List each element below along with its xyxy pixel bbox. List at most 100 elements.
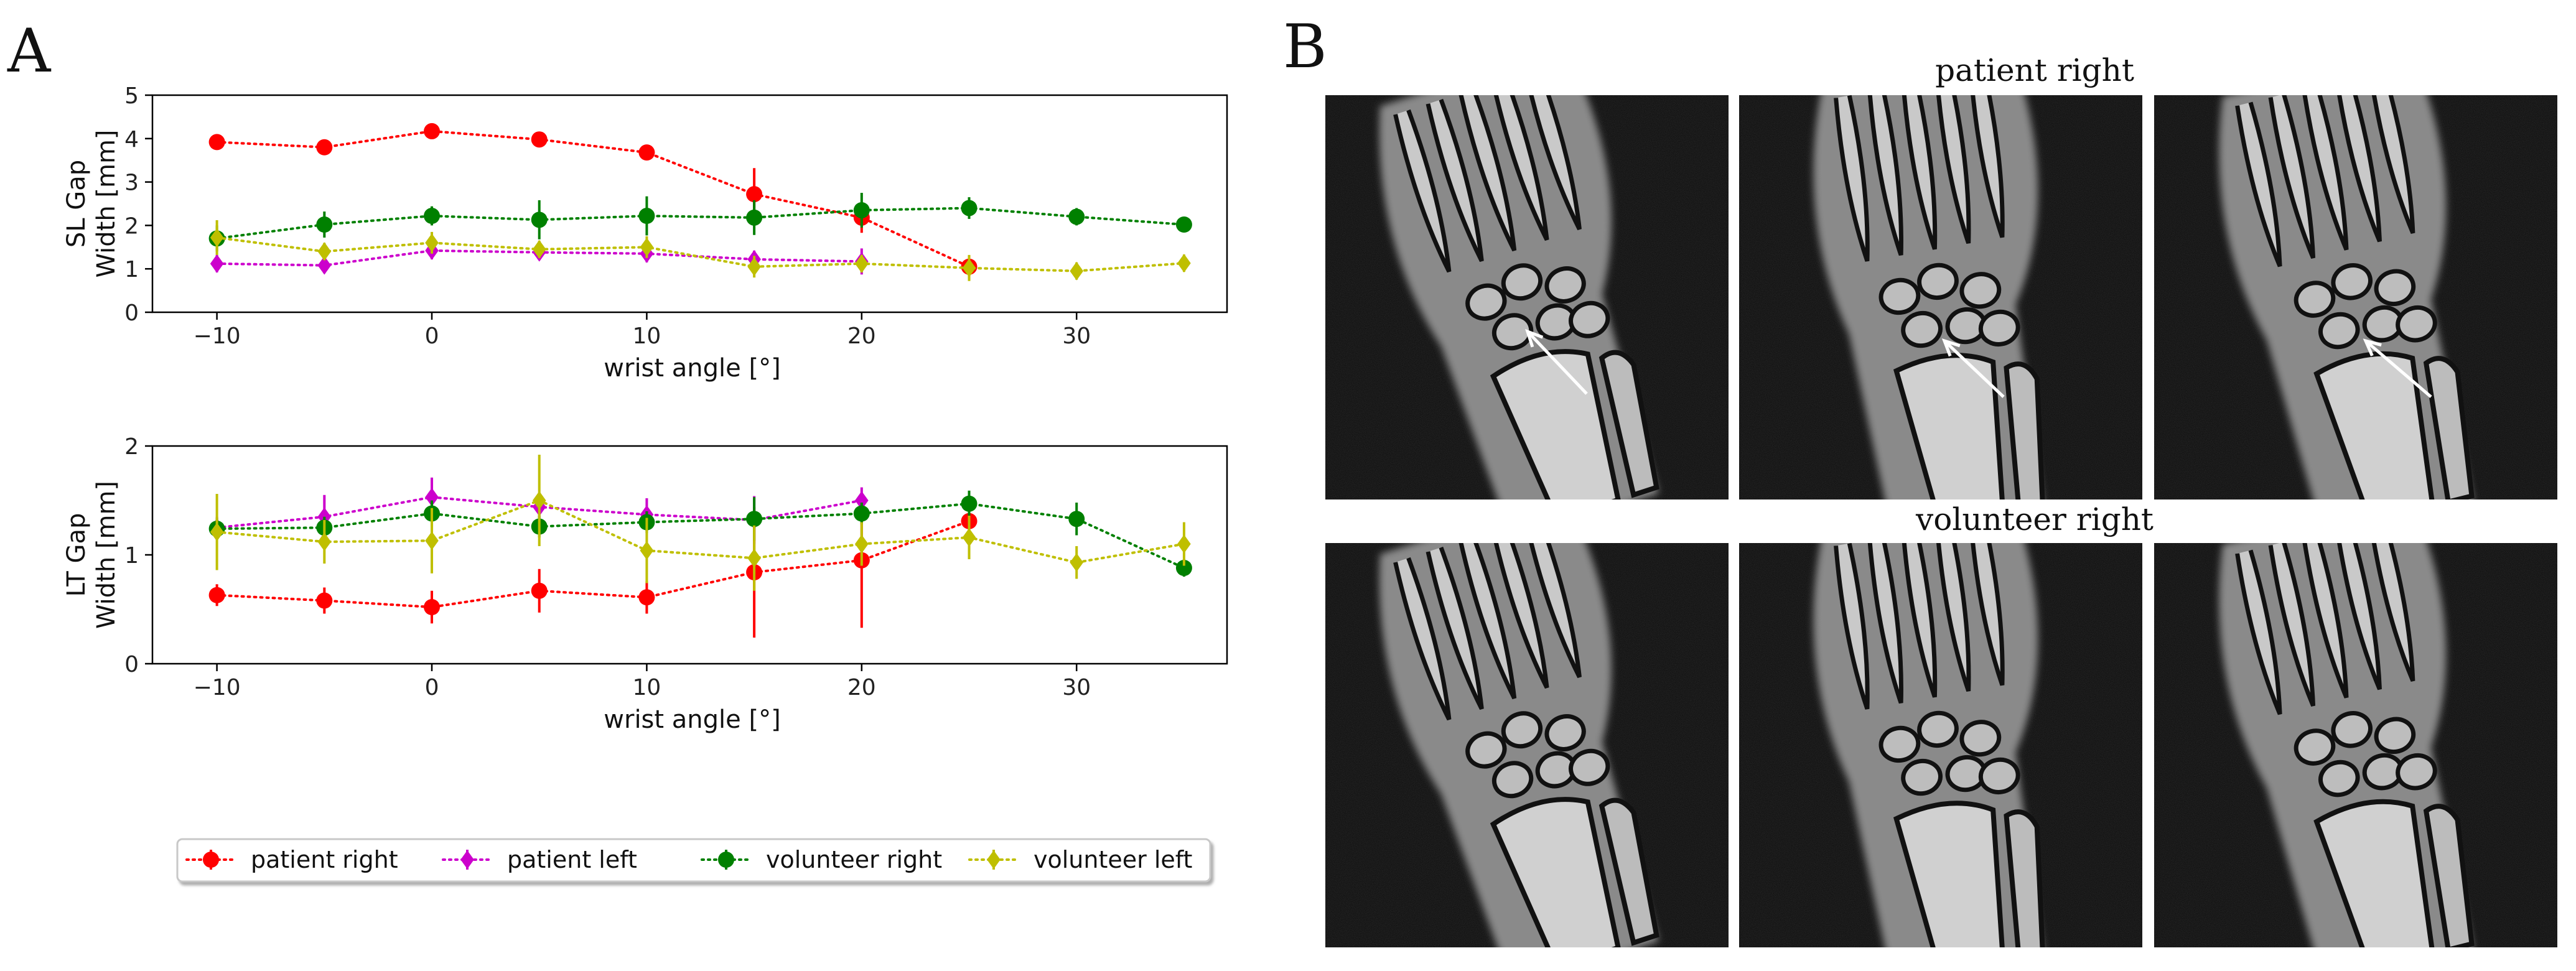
data-point <box>316 592 333 609</box>
series-volunteer-left <box>210 455 1191 591</box>
data-point <box>208 134 225 151</box>
data-point <box>316 139 333 156</box>
data-point <box>853 505 870 522</box>
legend-swatch-marker <box>203 852 219 868</box>
legend-swatch-marker <box>718 852 734 868</box>
data-point <box>640 541 654 560</box>
sl-gap-chart: −10 0 10 20 30 0 1 2 3 4 5 wrist angle [°] SL GapWid… <box>62 83 1228 383</box>
legend-item-volunteer-right: volunteer right <box>701 846 942 873</box>
mri-image-grid <box>1325 95 2557 947</box>
pointer-arrow-head <box>1525 328 1544 348</box>
data-point <box>746 186 763 203</box>
data-point <box>962 528 976 547</box>
data-point <box>962 258 976 277</box>
image-row-title-patient: patient right <box>1935 52 2134 88</box>
data-point <box>855 254 869 273</box>
data-point <box>855 491 869 510</box>
data-point <box>210 254 224 273</box>
x-tick-label: 0 <box>425 675 439 700</box>
x-tick-label: 20 <box>847 323 876 349</box>
pointer-arrow <box>2364 340 2432 398</box>
data-point <box>425 531 439 551</box>
y-tick-label: 1 <box>124 543 139 569</box>
data-point <box>1070 261 1084 281</box>
data-point <box>210 523 224 542</box>
volunteer-mri-slice-3 <box>2154 543 2557 947</box>
legend-swatch-marker <box>460 850 474 869</box>
plot-frame <box>151 445 1228 665</box>
x-tick-label: 10 <box>633 323 661 349</box>
data-point <box>208 587 225 603</box>
data-point <box>532 491 546 510</box>
wrist-anatomy <box>2219 543 2475 947</box>
data-point <box>1177 254 1191 273</box>
x-tick-label: −10 <box>194 323 241 349</box>
data-point <box>961 495 978 512</box>
data-point <box>425 488 439 507</box>
data-point <box>746 511 763 527</box>
wrist-anatomy <box>1813 543 2045 947</box>
data-point <box>424 123 441 139</box>
data-point <box>317 242 332 261</box>
data-point <box>855 534 869 554</box>
x-axis-label: wrist angle [°] <box>604 705 780 734</box>
volunteer-mri-slice-2 <box>1739 543 2142 947</box>
y-tick-label: 0 <box>124 652 139 677</box>
legend: patient right patient left volunteer right… <box>176 838 1211 883</box>
legend-item-patient-right: patient right <box>185 846 398 873</box>
x-tick-label: 30 <box>1062 675 1091 700</box>
y-tick-label: 2 <box>124 213 139 239</box>
lt-gap-chart: −10 0 10 20 30 0 1 2 wrist angle [°] LT GapWidth … <box>62 434 1228 734</box>
volunteer-mri-slice-1 <box>1325 543 1729 947</box>
x-axis-label: wrist angle [°] <box>604 354 780 383</box>
y-axis-label: LT GapWidth [mm] <box>62 481 121 629</box>
data-point <box>531 211 548 228</box>
wrist-anatomy <box>1379 543 1659 947</box>
series-volunteer-left <box>210 220 1191 281</box>
x-tick-label: 30 <box>1062 323 1091 349</box>
data-point <box>638 208 655 225</box>
data-point <box>531 582 548 599</box>
x-tick-label: 0 <box>425 323 439 349</box>
data-point <box>1177 534 1191 554</box>
patient-mri-slice-1 <box>1325 95 1729 499</box>
data-point <box>747 549 761 568</box>
legend-frame <box>176 838 1211 883</box>
wrist-anatomy <box>2219 95 2475 499</box>
legend-item-volunteer-left: volunteer left <box>968 846 1192 873</box>
data-point <box>746 209 763 226</box>
series-line <box>215 519 971 609</box>
image-row-title-volunteer: volunteer right <box>1915 501 2154 537</box>
data-point <box>747 257 761 276</box>
legend-label: volunteer left <box>1034 846 1192 873</box>
data-point <box>1068 208 1085 225</box>
series-volunteer-right <box>208 490 1192 577</box>
series-line <box>215 129 971 268</box>
data-point <box>317 256 332 275</box>
series-line <box>215 502 1185 569</box>
series-line <box>215 236 1185 272</box>
legend-item-patient-left: patient left <box>442 846 637 873</box>
series-line <box>215 499 1185 564</box>
data-point <box>638 589 655 606</box>
data-point <box>317 532 332 551</box>
data-point <box>638 144 655 161</box>
y-tick-label: 0 <box>124 300 139 326</box>
x-tick-label: 10 <box>633 675 661 700</box>
pointer-arrow <box>1943 340 2005 398</box>
pointer-arrow-head <box>1941 338 1961 357</box>
data-point <box>853 202 870 218</box>
data-point <box>1070 553 1084 572</box>
wrist-anatomy <box>1813 95 2045 499</box>
data-point <box>531 131 548 148</box>
data-point <box>1068 511 1085 527</box>
data-point <box>425 233 439 253</box>
y-axis-label: SL GapWidth [mm] <box>62 129 121 277</box>
series-line <box>215 207 1185 240</box>
y-tick-label: 4 <box>124 127 139 152</box>
wrist-anatomy <box>1379 95 1659 499</box>
x-tick-label: 20 <box>847 675 876 700</box>
x-tick-label: −10 <box>194 675 241 700</box>
data-point <box>640 238 654 257</box>
